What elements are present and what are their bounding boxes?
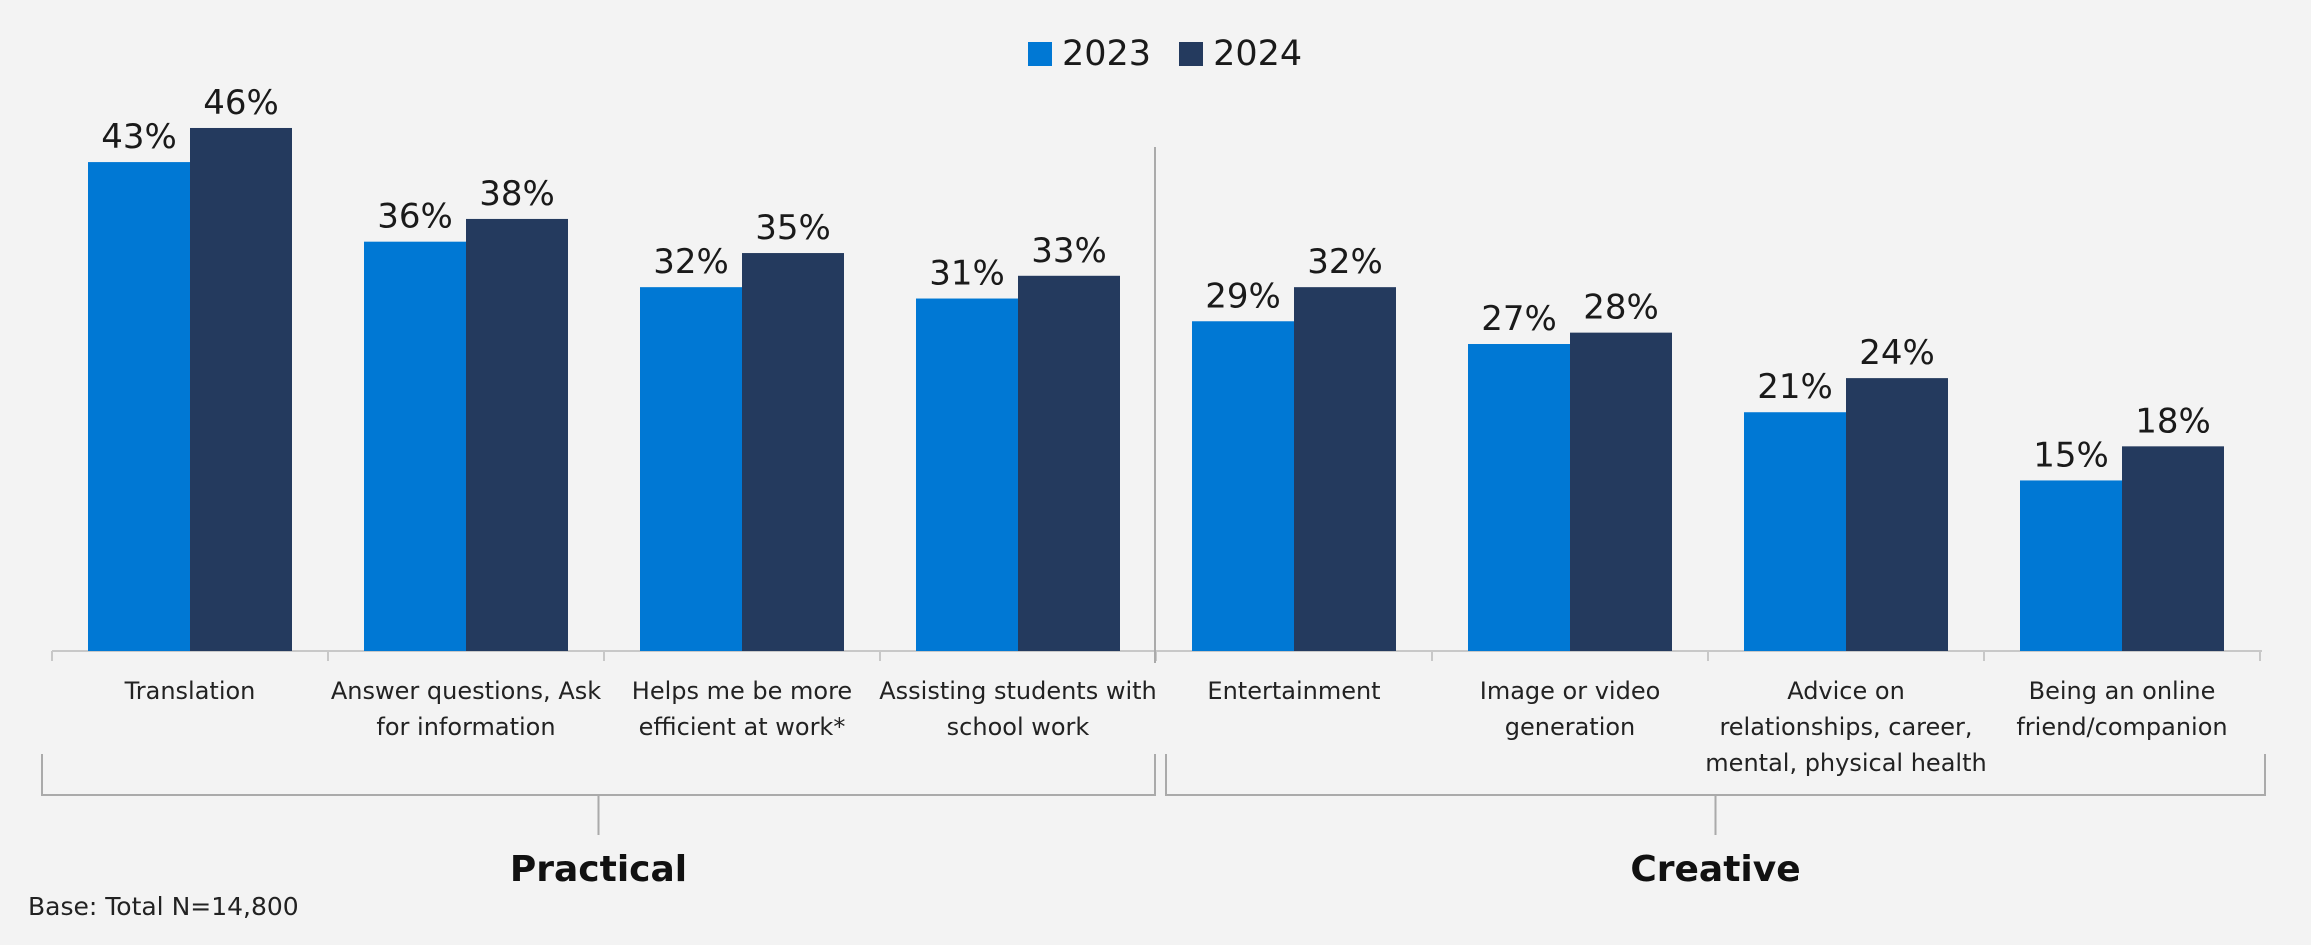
category-label-7-line-1: friend/companion [2016,713,2227,741]
category-label-7-line-0: Being an online [2029,677,2216,705]
category-label-3-line-1: school work [947,713,1090,741]
data-label-2024-1: 38% [479,174,555,214]
data-label-2023-5: 27% [1481,299,1557,339]
category-label-5-line-0: Image or video [1480,677,1661,705]
bar-2024-7 [2122,446,2224,651]
group-label-1: Creative [1630,849,1800,890]
bar-2024-4 [1294,287,1396,651]
bar-2023-2 [640,287,742,651]
chart-legend: 2023 2024 [1028,34,1302,74]
data-label-2024-3: 33% [1031,231,1107,271]
legend-swatch-2024 [1179,42,1204,66]
data-label-2023-6: 21% [1757,367,1833,407]
bar-2023-4 [1192,321,1294,651]
category-label-6-line-2: mental, physical health [1705,749,1986,777]
bar-2023-3 [916,298,1018,651]
category-label-1-line-0: Answer questions, Ask [331,677,601,705]
data-label-2023-1: 36% [377,197,453,237]
bar-2023-7 [2020,480,2122,651]
legend-label-2024: 2024 [1213,34,1303,74]
data-label-2024-6: 24% [1859,333,1935,373]
group-label-0: Practical [510,849,687,890]
category-label-2-line-0: Helps me be more [632,677,852,705]
group-bracket-0 [41,754,1156,796]
category-label-6-line-0: Advice on [1787,677,1905,705]
legend-item-2024: 2024 [1179,34,1302,74]
category-label-3-line-0: Assisting students with [879,677,1157,705]
category-label-4-line-0: Entertainment [1207,677,1380,705]
data-label-2023-7: 15% [2033,435,2109,475]
category-label-5-line-1: generation [1505,713,1636,741]
data-label-2024-0: 46% [203,83,279,123]
category-label-2-line-1: efficient at work* [639,713,846,741]
data-label-2024-7: 18% [2135,401,2211,441]
bar-2024-2 [742,253,844,652]
data-label-2024-5: 28% [1583,288,1659,328]
bar-2024-3 [1018,275,1120,651]
data-label-2024-4: 32% [1307,242,1383,282]
legend-label-2023: 2023 [1062,34,1152,74]
category-label-1-line-1: for information [376,713,555,741]
bar-2024-5 [1570,332,1672,651]
data-label-2024-2: 35% [755,208,831,248]
base-footnote: Base: Total N=14,800 [28,892,299,921]
data-label-2023-3: 31% [929,254,1005,294]
data-label-2023-2: 32% [653,242,729,282]
bar-2024-0 [190,127,292,652]
legend-swatch-2023 [1028,42,1052,66]
legend-item-2023: 2023 [1028,34,1151,74]
bar-2023-6 [1744,412,1846,651]
data-label-2023-0: 43% [101,117,177,157]
bar-2023-5 [1468,344,1570,651]
bar-2024-6 [1846,378,1948,651]
category-label-0-line-0: Translation [124,677,256,705]
bar-2023-1 [364,241,466,651]
category-label-6-line-1: relationships, career, [1719,713,1972,741]
bar-2024-1 [466,218,568,651]
data-label-2023-4: 29% [1205,276,1281,316]
bar-2023-0 [88,162,190,651]
